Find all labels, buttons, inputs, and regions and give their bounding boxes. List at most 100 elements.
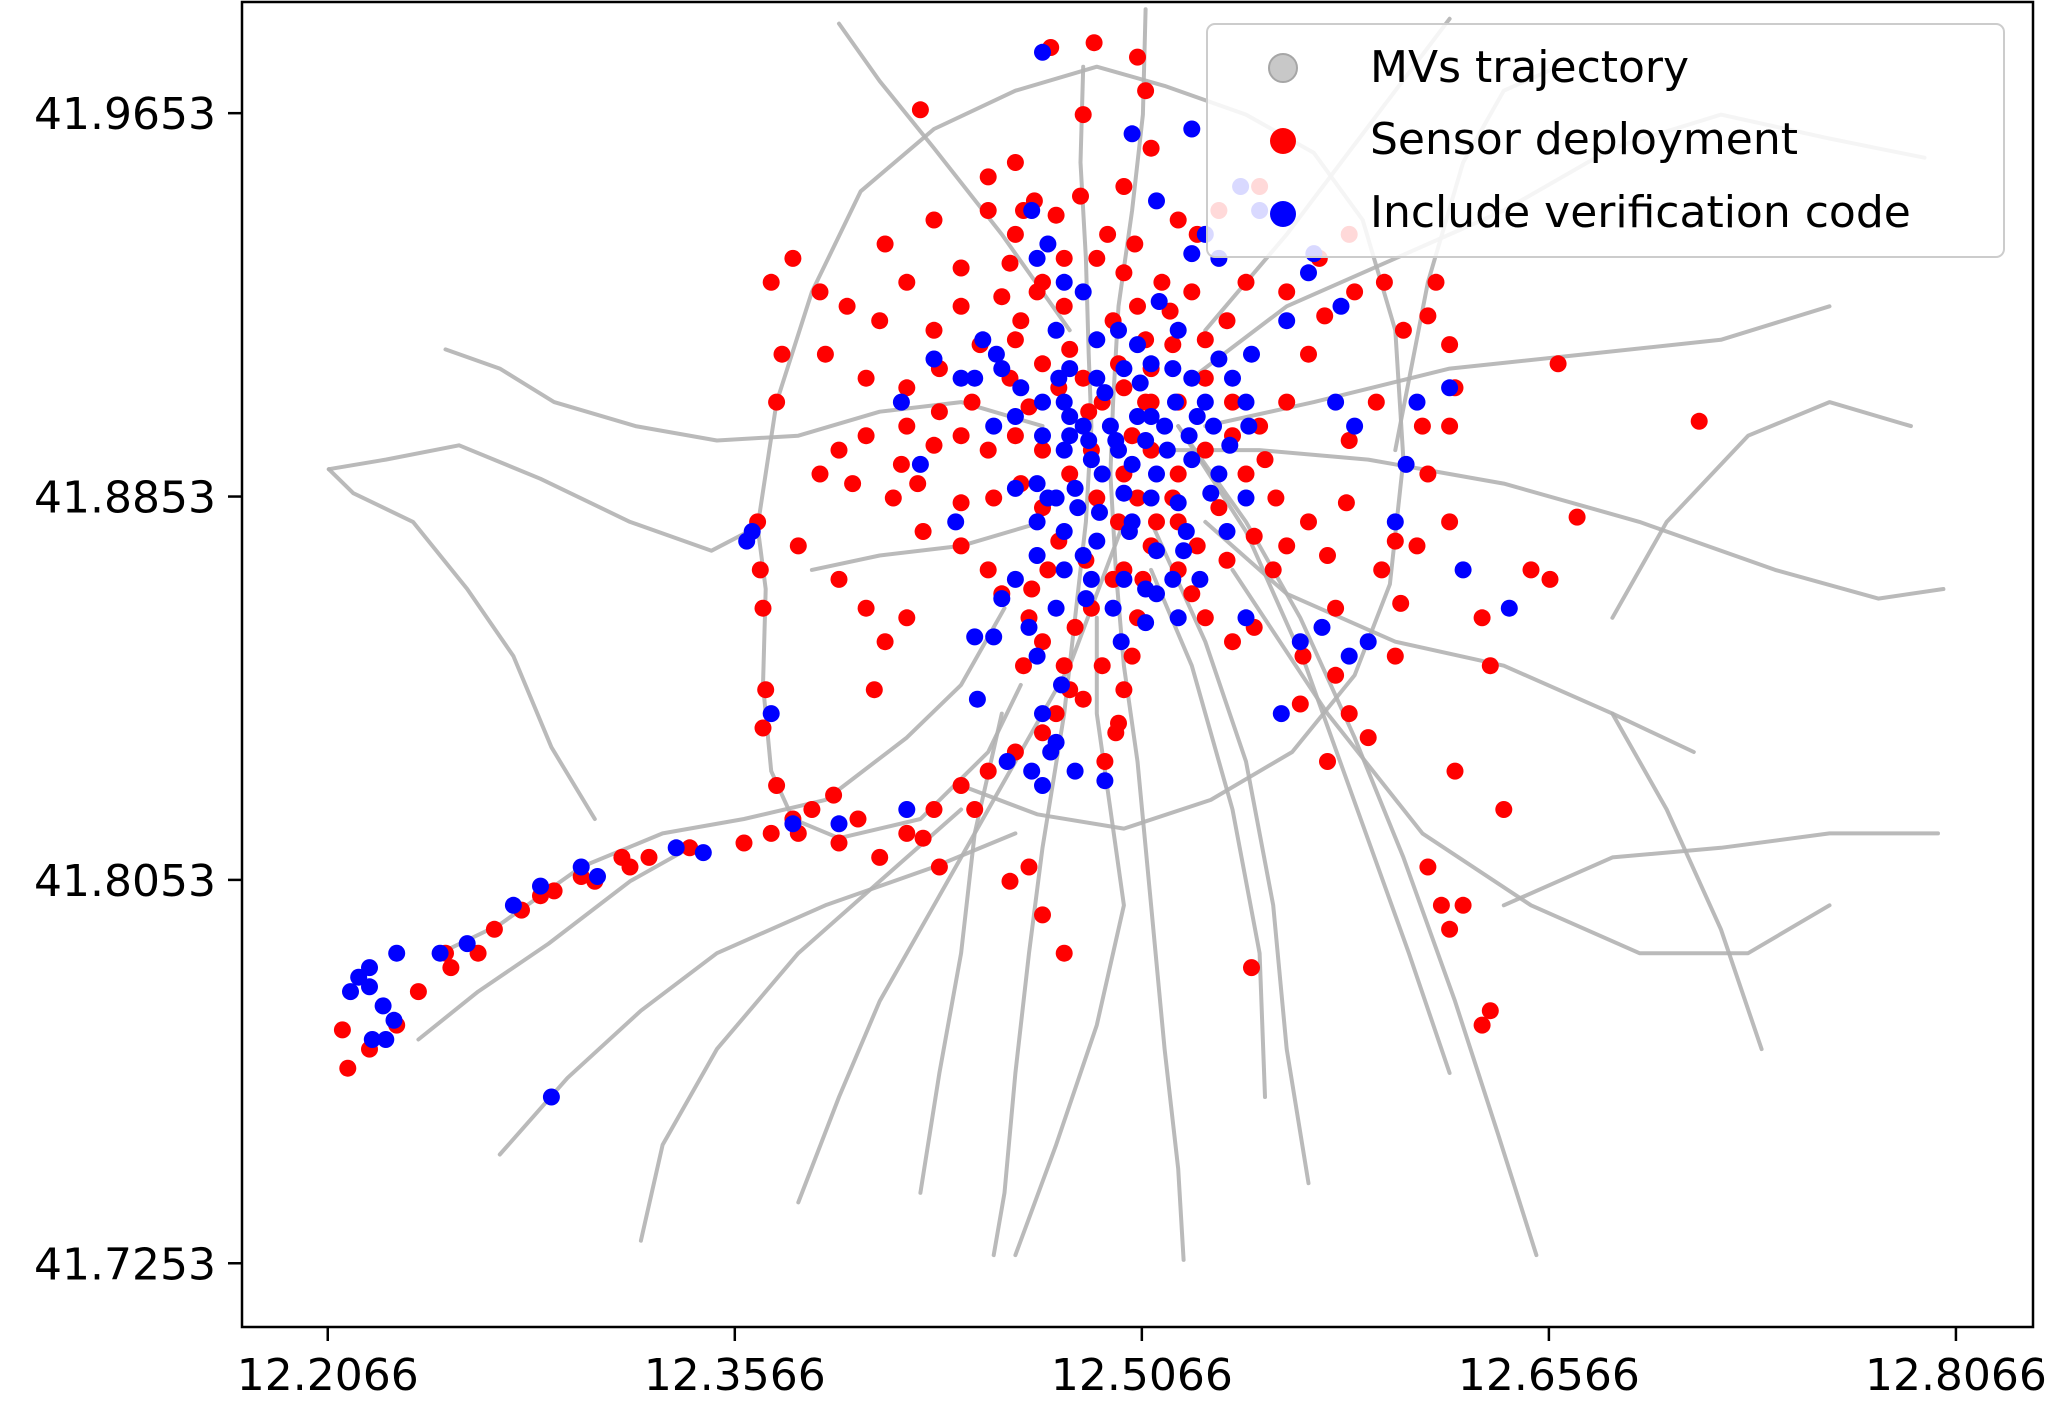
sensor-deployment-point <box>1340 705 1358 723</box>
verification-code-point <box>784 815 802 833</box>
sensor-deployment-point <box>1278 537 1296 555</box>
sensor-deployment-point <box>1142 139 1160 157</box>
verification-code-point <box>1500 599 1518 617</box>
verification-code-point <box>1180 427 1198 445</box>
verification-code-point <box>458 935 476 953</box>
trajectory-path <box>1610 711 1764 1052</box>
sensor-deployment-point <box>1413 417 1431 435</box>
legend-label-verification: Include verification code <box>1370 187 1911 238</box>
sensor-deployment-point <box>1337 494 1355 512</box>
sensor-deployment-point <box>1015 657 1032 675</box>
sensor-deployment-point <box>871 312 889 330</box>
sensor-deployment-point <box>914 523 932 540</box>
sensor-deployment-point <box>1340 432 1358 449</box>
sensor-deployment-point <box>830 570 848 588</box>
verification-code-point <box>1023 202 1041 219</box>
sensor-deployment-point <box>1047 705 1065 723</box>
sensor-deployment-point <box>1169 465 1187 483</box>
trajectory-path <box>1162 448 1946 601</box>
verification-code-point <box>1115 360 1133 378</box>
trajectory-path <box>326 443 760 553</box>
verification-code-point <box>1191 570 1209 588</box>
x-tick-label: 12.3566 <box>644 1350 826 1401</box>
sensor-deployment-point <box>1183 585 1201 603</box>
sensor-deployment-point <box>1196 441 1214 459</box>
verification-code-point <box>1055 393 1073 411</box>
sensor-deployment-point <box>1088 249 1106 267</box>
sensor-deployment-point <box>952 777 970 794</box>
verification-code-point <box>985 417 1003 435</box>
sensor-deployment-point <box>1006 427 1024 445</box>
sensor-deployment-point <box>1034 724 1051 742</box>
sensor-deployment-point <box>1034 633 1051 651</box>
sensor-deployment-point <box>1419 465 1437 483</box>
trajectory-path <box>1203 304 1832 429</box>
sensor-deployment-point <box>339 1059 357 1077</box>
verification-code-point <box>1397 455 1415 473</box>
sensor-deployment-point <box>844 475 862 493</box>
sensor-deployment-point <box>1427 273 1445 291</box>
verification-code-point <box>1164 570 1182 588</box>
verification-code-point <box>1142 408 1160 425</box>
sensor-deployment-point <box>952 494 970 512</box>
sensor-deployment-point <box>925 321 943 339</box>
sensor-deployment-point <box>762 824 780 842</box>
verification-code-point <box>1088 369 1106 387</box>
sensor-deployment-point <box>811 465 829 483</box>
trajectory-path <box>1149 567 1267 1099</box>
sensor-deployment-point <box>1012 312 1030 330</box>
sensor-deployment-point <box>1316 307 1334 325</box>
verification-code-point <box>1129 408 1146 425</box>
trajectory-path <box>1610 400 1913 620</box>
verification-code-point <box>1131 374 1149 392</box>
sensor-deployment-point <box>1441 417 1459 435</box>
verification-code-point <box>1167 393 1184 411</box>
verification-code-point <box>1034 43 1051 61</box>
sensor-deployment-point <box>768 777 786 794</box>
trajectory-path <box>991 64 1094 1258</box>
sensor-deployment-point <box>857 599 875 617</box>
verification-code-point <box>830 815 848 833</box>
verification-code-point <box>1218 523 1236 540</box>
verification-code-point <box>1158 441 1176 459</box>
sensor-deployment-point <box>1218 312 1236 330</box>
sensor-deployment-point <box>857 427 875 445</box>
verification-code-point <box>1221 436 1239 454</box>
sensor-deployment-point <box>952 537 970 555</box>
verification-code-point <box>431 944 449 962</box>
verification-code-point <box>1332 297 1350 315</box>
verification-code-point <box>1210 350 1228 368</box>
verification-code-point <box>1291 633 1309 651</box>
verification-code-point <box>1205 417 1222 435</box>
sensor-deployment-point <box>1055 944 1073 962</box>
sensor-deployment-point <box>898 824 916 842</box>
verification-code-point <box>385 1011 403 1029</box>
sensor-deployment-point <box>952 427 970 445</box>
trajectory-path <box>1013 615 1126 1258</box>
sensor-deployment-point <box>1129 297 1146 315</box>
verification-code-point <box>1047 321 1065 339</box>
legend-box <box>1206 23 2005 258</box>
sensor-deployment-point <box>1394 321 1412 339</box>
verification-code-point <box>1006 570 1024 588</box>
x-tick-label: 12.6566 <box>1458 1350 1640 1401</box>
sensor-deployment-point <box>1074 369 1092 387</box>
plot-frame <box>240 0 2035 1329</box>
sensor-deployment-point <box>979 762 997 780</box>
trajectory-path <box>1203 519 1696 754</box>
sensor-deployment-point <box>1196 369 1214 387</box>
verification-code-point <box>1055 561 1073 579</box>
verification-code-point <box>1028 547 1046 564</box>
sensor-deployment-point <box>1148 513 1165 531</box>
verification-code-point <box>1088 331 1106 349</box>
sensor-deployment-point <box>1481 657 1499 675</box>
sensor-deployment-point <box>1164 336 1182 354</box>
verification-code-point <box>1183 120 1201 138</box>
verification-code-point <box>1156 417 1174 435</box>
sensor-deployment-point <box>1495 801 1513 818</box>
verification-code-point <box>1123 125 1141 143</box>
sensor-deployment-point <box>838 297 856 315</box>
sensor-deployment-point <box>1093 657 1111 675</box>
sensor-deployment-point <box>1237 273 1255 291</box>
